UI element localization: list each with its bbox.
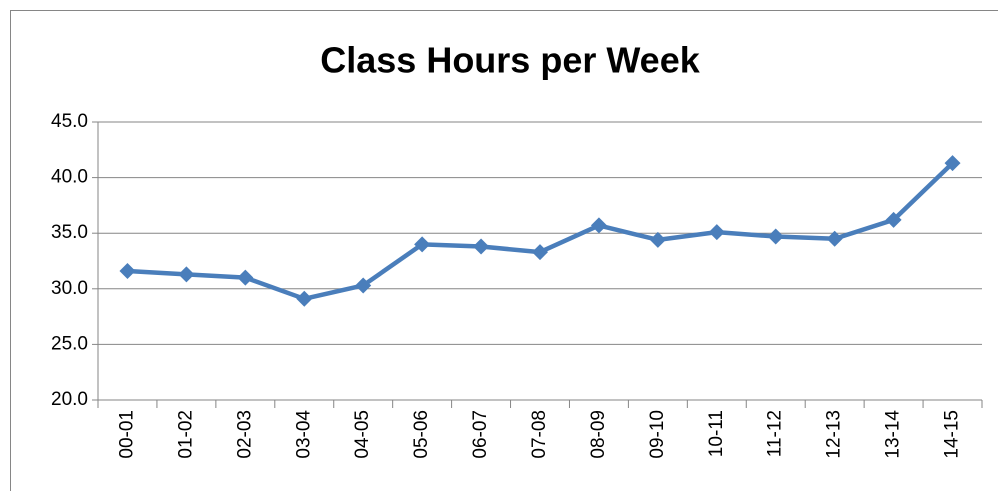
x-tick-label: 00-01 [116,410,137,459]
data-point [178,266,195,283]
data-point [708,224,725,241]
x-tick-label: 09-10 [647,410,668,459]
x-tick-label: 10-11 [706,410,727,457]
data-point [767,228,784,245]
data-point [473,238,490,255]
data-point [296,290,313,307]
x-tick-label: 13-14 [883,410,904,459]
data-point [532,244,548,261]
y-tick-label: 40.0 [51,167,88,188]
data-point [826,230,843,247]
x-tick-label: 02-03 [234,410,255,459]
x-tick-label: 08-09 [588,410,609,459]
data-point [590,217,607,234]
x-tick-label: 03-04 [293,410,314,459]
data-point [885,211,902,228]
x-tick-label: 14-15 [942,410,963,459]
data-point [414,236,431,253]
y-tick-label: 35.0 [51,222,88,243]
data-point [355,277,372,294]
x-tick-label: 04-05 [352,410,373,459]
x-tick-label: 12-13 [824,410,845,459]
x-tick-label: 11-12 [765,410,786,457]
y-tick-label: 25.0 [51,333,88,354]
x-tick-label: 06-07 [470,410,491,459]
data-point [237,269,254,286]
y-tick-label: 20.0 [51,389,88,410]
y-tick-label: 45.0 [51,111,88,132]
data-point [119,263,136,280]
chart-title: Class Hours per Week [320,40,700,81]
data-point [649,231,666,248]
x-tick-label: 01-02 [175,410,196,459]
x-tick-label: 05-06 [411,410,432,459]
data-point [944,155,961,172]
y-tick-label: 30.0 [51,278,88,299]
x-tick-label: 07-08 [529,410,550,459]
